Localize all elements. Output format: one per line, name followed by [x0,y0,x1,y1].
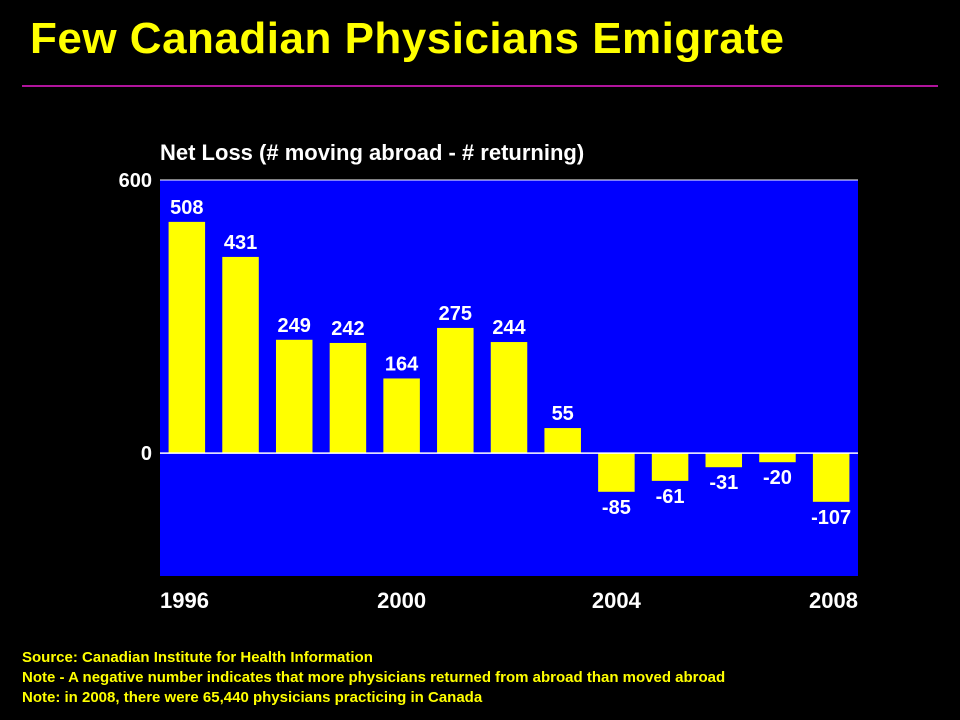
bar-value-label: 275 [439,303,472,325]
bar-2001 [437,327,474,454]
x-tick-label: 2008 [809,588,858,613]
x-tick-label: 2004 [592,588,642,613]
bar-2000 [383,378,420,454]
bar-value-label: -107 [811,507,851,529]
source-note: Source: Canadian Institute for Health In… [22,649,373,666]
bar-2005 [651,453,689,481]
bar-2008 [812,453,850,502]
physician-count-note: Note: in 2008, there were 65,440 physici… [22,689,483,706]
bar-value-label: 508 [170,197,203,219]
bar-1999 [329,342,367,454]
bar-2007 [759,453,796,463]
bar-value-label: -20 [763,467,792,489]
bar-value-label: 431 [224,232,257,254]
bar-value-label: 242 [331,318,364,340]
bar-2002 [490,342,528,454]
bar-value-label: 244 [492,317,526,339]
x-tick-label: 2000 [377,588,426,613]
bar-2003 [544,428,581,454]
title-divider [22,85,938,87]
bar-value-label: 164 [385,353,419,375]
bar-1997 [222,256,259,454]
bar-1996 [168,221,206,454]
negative-number-note: Note - A negative number indicates that … [22,669,726,686]
x-tick-label: 1996 [160,588,209,613]
bar-value-label: -85 [602,497,631,519]
bar-2006 [705,453,743,468]
bar-value-label: -61 [656,486,685,508]
bar-value-label: 55 [552,403,574,425]
chart-subtitle: Net Loss (# moving abroad - # returning) [160,140,584,165]
footnotes: Source: Canadian Institute for Health In… [22,648,725,708]
y-tick-label: 0 [141,443,152,465]
bar-1998 [275,339,313,454]
bar-2004 [598,453,635,492]
y-tick-label: 600 [119,170,152,192]
bar-value-label: 249 [278,315,311,337]
bar-value-label: -31 [709,472,738,494]
page-title: Few Canadian Physicians Emigrate [30,14,785,63]
bar-chart: Net Loss (# moving abroad - # returning)… [119,140,858,613]
